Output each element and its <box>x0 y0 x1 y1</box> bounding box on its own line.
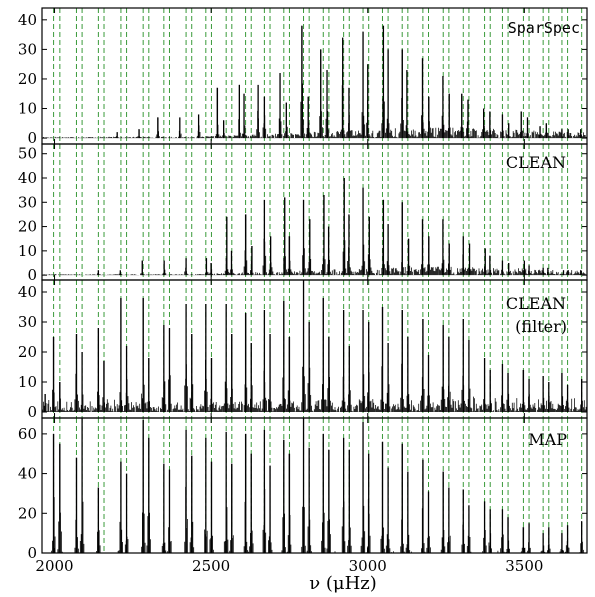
panel-frame-0 <box>41 7 588 145</box>
panel-label-clean-filter: CLEAN <box>506 294 566 313</box>
x-tick-label-3: 3500 <box>505 557 543 575</box>
panel-label-sparspec: SparSpec <box>508 19 580 37</box>
y-tick-label-p2-0: 0 <box>27 403 37 421</box>
panel-label-filter: (filter) <box>515 317 567 336</box>
y-tick-label-p3-2: 40 <box>18 465 37 483</box>
y-tick-label-p0-4: 40 <box>18 11 37 29</box>
y-tick-label-p2-1: 10 <box>18 373 37 391</box>
spectrum-trace-0 <box>42 25 587 139</box>
spectrum-trace-3 <box>51 418 584 553</box>
y-tick-label-p3-3: 60 <box>18 425 37 443</box>
y-tick-label-p2-4: 40 <box>18 283 37 301</box>
panel-frame-3 <box>41 417 588 554</box>
x-axis-layer: 2000 2500 3000 3500 <box>35 557 543 575</box>
y-tick-label-p3-0: 0 <box>27 544 37 562</box>
y-tick-label-p1-1: 10 <box>18 242 37 260</box>
y-tick-label-p0-1: 10 <box>18 100 37 118</box>
y-tick-label-p1-4: 40 <box>18 169 37 187</box>
y-tick-label-p3-1: 20 <box>18 504 37 522</box>
x-tick-label-0: 2000 <box>35 557 73 575</box>
y-tick-label-p0-0: 0 <box>27 129 37 147</box>
y-tick-label-p0-3: 30 <box>18 40 37 58</box>
y-tick-label-p1-5: 50 <box>18 145 37 163</box>
panel-label-clean: CLEAN <box>506 153 566 172</box>
y-tick-label-p1-2: 20 <box>18 218 37 236</box>
panel-label-map: MAP <box>528 430 567 449</box>
spectrum-trace-2 <box>42 280 587 412</box>
x-axis-label: ν (μHz) <box>309 573 377 594</box>
spectrum-trace-1 <box>42 178 587 276</box>
spectra-layer <box>42 25 587 553</box>
x-tick-label-2: 3000 <box>349 557 387 575</box>
y-tick-label-p2-3: 30 <box>18 313 37 331</box>
y-tick-label-p2-2: 20 <box>18 343 37 361</box>
y-tick-label-p1-3: 30 <box>18 193 37 211</box>
frames-layer <box>41 7 588 554</box>
y-tick-label-p0-2: 20 <box>18 70 37 88</box>
x-tick-label-1: 2500 <box>192 557 230 575</box>
y-tick-label-p1-0: 0 <box>27 266 37 284</box>
